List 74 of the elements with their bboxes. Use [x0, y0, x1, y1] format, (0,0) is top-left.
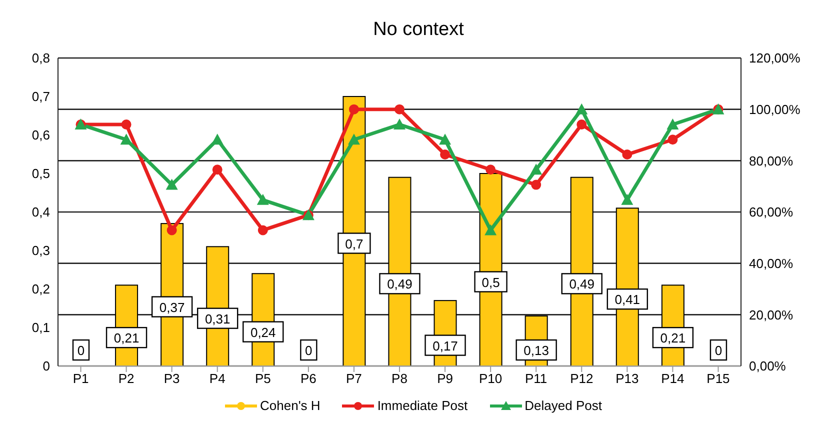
x-tick-label: P6	[300, 371, 316, 386]
x-tick-label: P8	[392, 371, 408, 386]
point	[256, 194, 269, 205]
data-label: 0,24	[250, 324, 276, 340]
y2-tick-label: 60,00%	[749, 204, 794, 220]
point	[166, 178, 178, 190]
point	[576, 119, 587, 130]
x-tick-label: P2	[118, 371, 134, 386]
point	[212, 164, 222, 175]
x-tick-label: P9	[437, 371, 453, 386]
data-label: 0,31	[204, 311, 230, 326]
data-label: 0,17	[432, 338, 458, 354]
point	[531, 180, 542, 190]
y-tick-label: 0,8	[32, 50, 50, 66]
y2-tick-label: 80,00%	[749, 153, 794, 168]
point	[666, 118, 679, 130]
point	[440, 150, 450, 160]
point	[484, 224, 497, 236]
x-tick-label: P14	[661, 371, 684, 386]
data-label: 0,21	[660, 330, 686, 346]
point	[258, 225, 268, 236]
x-tick-label: P1	[72, 371, 89, 386]
point	[486, 164, 496, 175]
point	[348, 104, 359, 114]
data-label: 0	[714, 343, 722, 358]
point	[530, 164, 542, 175]
point	[621, 194, 634, 205]
y-tick-label: 0,4	[32, 204, 50, 220]
x-tick-label: P3	[164, 371, 180, 386]
point	[576, 103, 588, 114]
x-tick-label: P13	[616, 371, 639, 386]
data-label: 0,41	[614, 292, 640, 308]
point	[439, 134, 452, 145]
point	[120, 134, 132, 145]
data-label: 0,37	[159, 300, 185, 315]
point	[394, 118, 406, 130]
data-label: 0,7	[345, 236, 364, 252]
x-tick-label: P4	[209, 371, 226, 386]
y-tick-label: 0,6	[32, 128, 50, 143]
data-label: 0,49	[569, 276, 595, 292]
point	[668, 134, 678, 145]
point	[394, 104, 404, 114]
x-tick-label: P10	[478, 371, 502, 386]
data-label: 0	[305, 343, 312, 358]
y-tick-label: 0,2	[32, 282, 50, 297]
data-label: 0,21	[114, 330, 140, 346]
data-label: 0	[77, 343, 85, 358]
legend-label: Immediate Post	[376, 398, 468, 413]
y2-tick-label: 20,00%	[749, 307, 794, 322]
x-tick-label: P15	[706, 371, 730, 386]
y2-tick-label: 40,00%	[749, 256, 794, 271]
y-tick-label: 0,7	[32, 89, 50, 104]
chart-title: No context	[372, 18, 465, 42]
data-label: 0,13	[524, 343, 549, 358]
x-tick-label: P5	[254, 371, 271, 386]
x-tick-label: P11	[525, 371, 548, 386]
x-tick-label: P12	[570, 371, 594, 386]
point	[622, 150, 632, 160]
y-tick-label: 0,3	[32, 243, 50, 258]
y2-tick-label: 100,00%	[749, 102, 801, 117]
x-tick-label: P7	[346, 371, 362, 386]
y2-tick-label: 0,00%	[749, 358, 786, 374]
y-tick-label: 0,1	[32, 320, 50, 336]
y2-tick-label: 120,00%	[749, 50, 801, 66]
point	[211, 134, 224, 145]
data-label: 0,5	[482, 274, 500, 290]
point	[166, 225, 177, 236]
data-label: 0,49	[387, 276, 412, 292]
y-tick-label: 0	[42, 358, 50, 374]
legend-label: Delayed Post	[524, 398, 602, 413]
legend-label: Cohen's H	[259, 398, 320, 413]
y-tick-label: 0,5	[32, 166, 50, 182]
point	[348, 134, 360, 145]
point	[121, 119, 132, 130]
